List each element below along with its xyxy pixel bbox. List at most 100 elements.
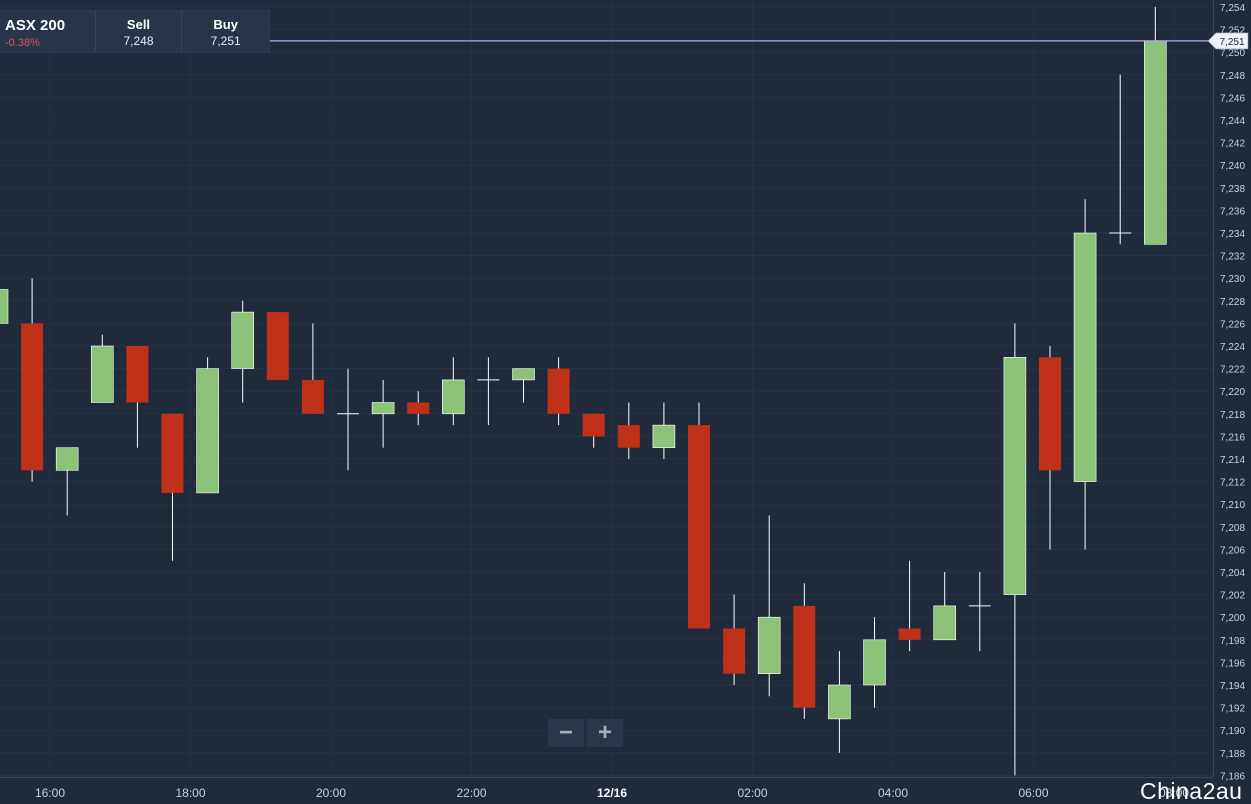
x-tick-label: 08:00 (1159, 786, 1189, 800)
candle-body-up (1003, 356, 1027, 595)
candle (301, 323, 324, 414)
candle-body-down (793, 605, 816, 708)
y-tick-label: 7,246 (1220, 93, 1245, 104)
y-tick-label: 7,226 (1220, 319, 1245, 330)
candle-body-up (863, 639, 886, 686)
y-tick-label: 7,252 (1220, 26, 1245, 37)
x-tick-label: 02:00 (737, 786, 767, 800)
zoom-in-button[interactable]: + (587, 719, 623, 747)
candle (21, 278, 44, 482)
y-tick-label: 7,242 (1220, 139, 1245, 150)
candle (441, 357, 465, 426)
watermark-text: China2au (1140, 778, 1243, 804)
candle-body-down (688, 425, 710, 629)
y-tick-label: 7,198 (1220, 636, 1245, 647)
candle-body-up (196, 368, 219, 494)
y-tick-label: 7,196 (1220, 658, 1245, 669)
y-tick-label: 7,220 (1220, 387, 1245, 398)
y-tick-label: 7,208 (1220, 523, 1245, 534)
candle (1003, 323, 1027, 776)
y-tick-label: 7,234 (1220, 229, 1245, 240)
y-tick-label: 7,186 (1220, 771, 1245, 782)
zoom-out-button[interactable]: − (548, 719, 584, 747)
sell-button[interactable]: Sell 7,248 (96, 11, 183, 52)
candle-body-up (1144, 40, 1167, 245)
candle (617, 402, 640, 459)
zoom-controls: − + (548, 719, 626, 747)
candle (1039, 346, 1061, 550)
candle (337, 368, 359, 471)
buy-button[interactable]: Buy 7,251 (182, 11, 269, 52)
buy-label: Buy (213, 17, 238, 32)
candle-body-down (161, 413, 184, 493)
x-tick-label: 12/16 (597, 786, 627, 800)
y-tick-label: 7,250 (1220, 48, 1245, 59)
candle-body-up (512, 368, 535, 381)
candle (1144, 7, 1167, 245)
candle-body-down (582, 413, 605, 437)
candle-body-down (617, 425, 640, 448)
candle (55, 447, 79, 516)
candle (512, 368, 535, 403)
sell-label: Sell (126, 17, 151, 32)
x-tick-label: 04:00 (878, 786, 908, 800)
candle-body-up (441, 379, 465, 415)
candle (477, 357, 500, 426)
candle (793, 583, 816, 719)
y-tick-label: 7,190 (1220, 726, 1245, 737)
y-tick-label: 7,188 (1220, 749, 1245, 760)
candle (688, 402, 710, 629)
instrument-ticker: ASX 200 -0.38% Sell 7,248 Buy 7,251 (0, 10, 270, 53)
y-tick-label: 7,228 (1220, 297, 1245, 308)
candle-body-up (0, 289, 9, 324)
price-tag-label: 7,251 (1219, 37, 1244, 48)
x-tick-label: 16:00 (35, 786, 65, 800)
candle (757, 515, 781, 697)
candle (231, 300, 254, 403)
y-tick-label: 7,222 (1220, 365, 1245, 376)
candle (0, 289, 9, 324)
price-tag-shape (1207, 32, 1249, 50)
y-tick-label: 7,218 (1220, 410, 1245, 421)
candle (266, 312, 289, 380)
current-price-tag: 7,251 (1207, 32, 1249, 50)
y-tick-label: 7,200 (1220, 613, 1245, 624)
y-tick-label: 7,244 (1220, 116, 1245, 127)
instrument-name: ASX 200 (5, 17, 66, 34)
candle (126, 346, 149, 448)
candle (968, 572, 991, 652)
candle (1073, 199, 1097, 550)
x-tick-label: 22:00 (456, 786, 486, 800)
candle (933, 572, 957, 641)
y-tick-label: 7,204 (1220, 568, 1245, 579)
candle-body-up (828, 684, 851, 720)
candle-body-down (407, 402, 430, 414)
y-tick-label: 7,212 (1220, 478, 1245, 489)
chart-grid (0, 0, 1213, 777)
candle-body-down (301, 379, 324, 414)
y-tick-label: 7,206 (1220, 545, 1245, 556)
x-tick-label: 18:00 (175, 786, 205, 800)
y-tick-label: 7,248 (1220, 71, 1245, 82)
candle-body-up (652, 424, 676, 449)
y-tick-label: 7,236 (1220, 206, 1245, 217)
sell-price: 7,248 (123, 34, 154, 48)
buy-price: 7,251 (210, 34, 241, 48)
y-tick-label: 7,194 (1220, 681, 1245, 692)
y-tick-label: 7,224 (1220, 342, 1245, 353)
y-tick-label: 7,230 (1220, 274, 1245, 285)
candle-body-up (1073, 232, 1097, 482)
candles-layer (0, 7, 1167, 776)
instrument-info: ASX 200 -0.38% (0, 11, 96, 52)
y-tick-label: 7,238 (1220, 184, 1245, 195)
candle-body-up (371, 402, 395, 415)
candle (161, 413, 184, 561)
candle (652, 402, 676, 459)
y-tick-label: 7,210 (1220, 500, 1245, 511)
candle (863, 617, 886, 708)
candle (898, 560, 921, 652)
candle (407, 391, 430, 426)
candle-body-up (55, 447, 79, 471)
